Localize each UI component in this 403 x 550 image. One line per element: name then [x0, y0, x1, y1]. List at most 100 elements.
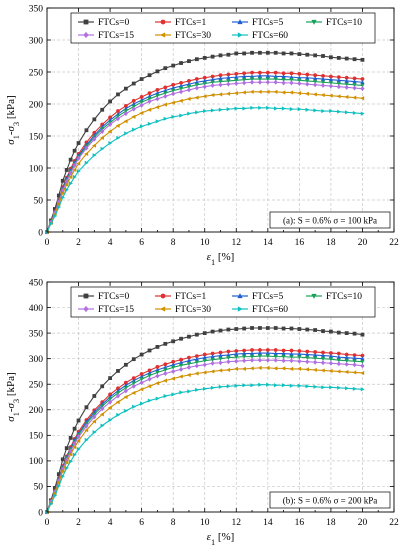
data-point: [241, 90, 246, 95]
data-point: [147, 373, 152, 378]
data-point: [116, 369, 120, 373]
data-point: [194, 83, 199, 88]
data-point: [123, 119, 128, 124]
x-tick-label: 18: [326, 238, 336, 248]
x-tick-label: 6: [139, 238, 144, 248]
data-point: [210, 82, 215, 88]
data-point: [163, 371, 168, 376]
data-point: [297, 91, 302, 96]
data-point: [336, 330, 341, 335]
data-point: [147, 384, 152, 389]
data-point: [76, 169, 81, 174]
data-point: [123, 388, 128, 394]
data-point: [163, 91, 168, 96]
data-point: [92, 153, 97, 158]
data-point: [360, 86, 365, 92]
data-point: [336, 56, 341, 60]
data-point: [313, 76, 318, 81]
data-point: [305, 72, 310, 77]
data-point: [100, 406, 105, 412]
data-point: [84, 145, 89, 151]
data-point: [124, 408, 129, 413]
data-point: [233, 366, 238, 371]
data-point: [281, 77, 286, 82]
data-point: [60, 190, 65, 196]
data-point: [226, 81, 231, 87]
data-point: [265, 350, 270, 355]
data-point: [234, 78, 239, 83]
data-point: [147, 370, 152, 375]
data-point: [352, 370, 357, 375]
data-point: [139, 102, 144, 108]
condition-annotation: (a): S = 0.6% σ = 100 kPa: [269, 211, 391, 229]
data-point: [265, 326, 270, 330]
data-point: [108, 376, 112, 380]
data-point: [202, 81, 207, 86]
data-point: [226, 327, 231, 332]
data-point: [313, 108, 318, 113]
data-point: [210, 354, 215, 359]
data-point: [305, 349, 310, 354]
x-axis-label: ε1 [%]: [207, 531, 235, 547]
data-point: [344, 56, 349, 61]
data-point: [68, 452, 73, 457]
data-point: [289, 74, 294, 79]
data-point: [352, 386, 357, 391]
data-point: [163, 393, 168, 399]
data-point: [131, 114, 136, 119]
data-point: [155, 93, 160, 98]
data-point: [194, 85, 199, 91]
data-point: [234, 355, 239, 360]
data-point: [336, 84, 341, 90]
data-point: [273, 106, 278, 111]
data-point: [281, 71, 286, 76]
data-point: [313, 82, 318, 88]
data-point: [99, 135, 104, 141]
data-point: [92, 419, 97, 424]
data-point: [360, 356, 365, 361]
data-point: [297, 75, 302, 80]
data-point: [289, 71, 294, 76]
data-point: [321, 73, 325, 78]
data-point: [194, 77, 199, 81]
data-point: [123, 104, 128, 108]
data-point: [139, 401, 144, 406]
data-point: [194, 57, 199, 62]
data-point: [360, 353, 365, 358]
x-tick-label: 22: [389, 518, 399, 528]
data-point: [273, 383, 278, 388]
data-point: [281, 358, 286, 364]
x-tick-label: 14: [263, 238, 273, 248]
data-point: [360, 77, 365, 81]
data-point: [320, 360, 326, 366]
data-point: [336, 369, 341, 374]
data-point: [108, 399, 113, 405]
data-point: [115, 123, 120, 128]
data-point: [289, 366, 294, 371]
data-point: [289, 383, 294, 388]
data-point: [344, 110, 349, 115]
data-point: [92, 136, 97, 142]
data-point: [163, 85, 168, 90]
x-tick-label: 2: [76, 238, 81, 248]
data-point: [281, 383, 286, 388]
data-point: [147, 368, 152, 373]
data-point: [281, 348, 286, 353]
data-point: [210, 108, 215, 113]
x-tick-label: 0: [45, 518, 50, 528]
data-point: [242, 106, 247, 111]
legend-item: FTCs=10: [306, 18, 362, 28]
data-point: [108, 140, 113, 146]
data-point: [178, 360, 184, 365]
data-point: [99, 412, 104, 417]
data-point: [210, 329, 215, 334]
legend-item: FTCs=1: [155, 18, 206, 28]
data-point: [84, 160, 89, 165]
data-point: [242, 77, 247, 82]
data-point: [344, 82, 349, 87]
data-point: [178, 89, 184, 95]
data-point: [250, 105, 255, 110]
data-point: [297, 366, 302, 371]
legend-box: [70, 12, 376, 44]
